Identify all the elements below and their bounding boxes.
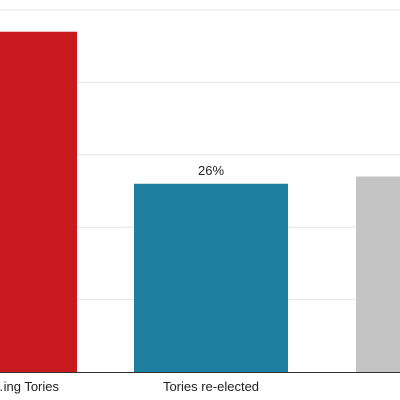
- bar-0: [0, 31, 77, 372]
- x-axis-ticks: …ing Tories Tories re-elected: [0, 379, 259, 394]
- x-tick-label-0: …ing Tories: [0, 379, 59, 394]
- bar-2: [356, 176, 400, 372]
- bars: [0, 31, 400, 372]
- bar-1: [134, 183, 288, 372]
- x-tick-label-1: Tories re-elected: [163, 379, 259, 394]
- data-label-1: 26%: [198, 163, 224, 178]
- data-labels: 26%: [198, 163, 224, 178]
